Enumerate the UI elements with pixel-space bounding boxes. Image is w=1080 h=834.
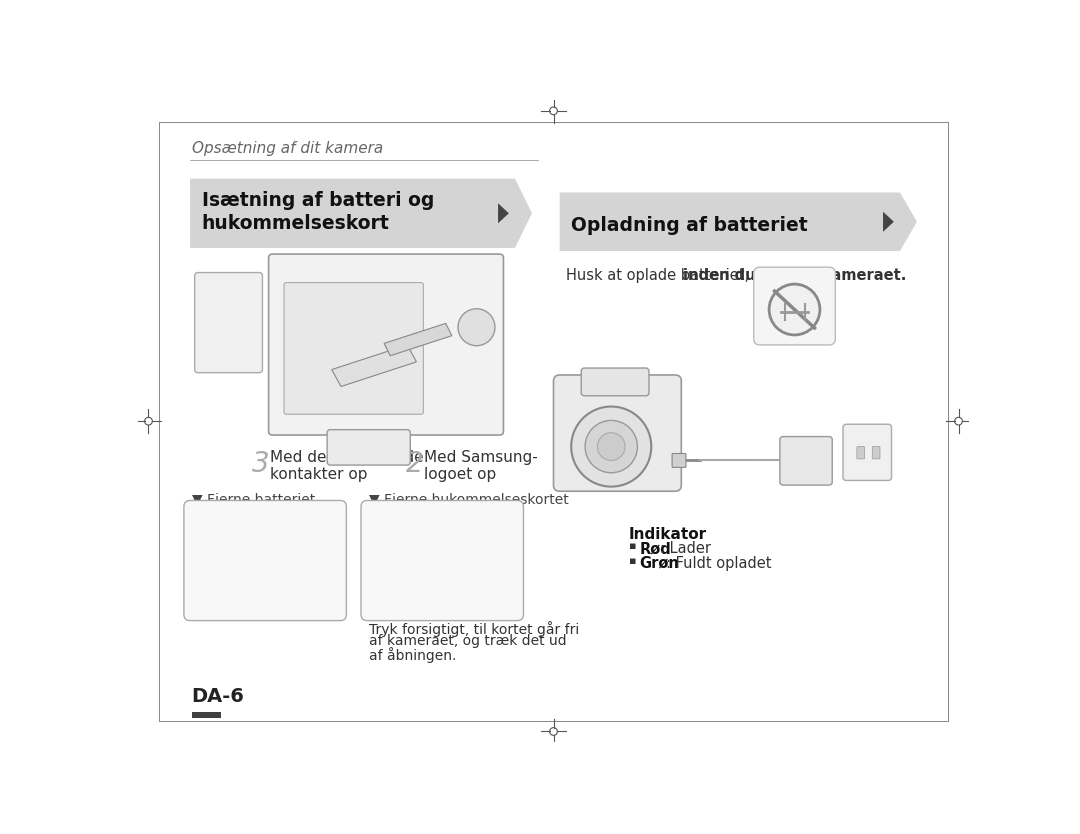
Circle shape [571, 406, 651, 486]
Bar [191, 712, 220, 717]
Text: : Lader: : Lader [660, 541, 711, 556]
FancyBboxPatch shape [780, 436, 833, 485]
Polygon shape [332, 345, 417, 386]
Text: ▼ Fjerne batteriet: ▼ Fjerne batteriet [191, 493, 315, 507]
Text: inden du bruger kameraet.: inden du bruger kameraet. [683, 268, 906, 283]
Polygon shape [559, 193, 917, 251]
Text: ▼ Fjerne hukommelseskortet: ▼ Fjerne hukommelseskortet [368, 493, 568, 507]
Text: Husk at oplade batteriet,: Husk at oplade batteriet, [566, 268, 754, 283]
Text: DA-6: DA-6 [191, 687, 244, 706]
Polygon shape [384, 324, 451, 356]
Text: Med de guldfarvede: Med de guldfarvede [270, 450, 423, 465]
Text: ▪: ▪ [629, 541, 636, 551]
FancyBboxPatch shape [873, 446, 880, 459]
Text: af åbningen.: af åbningen. [368, 647, 456, 663]
FancyBboxPatch shape [269, 254, 503, 435]
FancyBboxPatch shape [843, 425, 891, 480]
Text: kontakter op: kontakter op [270, 466, 367, 481]
Text: 1: 1 [220, 274, 242, 306]
Text: Indikator: Indikator [629, 527, 707, 542]
FancyBboxPatch shape [327, 430, 410, 465]
Circle shape [769, 284, 820, 335]
Text: Med Samsung-: Med Samsung- [424, 450, 538, 465]
Text: logoet op: logoet op [424, 466, 497, 481]
FancyBboxPatch shape [672, 454, 686, 467]
Text: Opsætning af dit kamera: Opsætning af dit kamera [191, 140, 382, 155]
FancyBboxPatch shape [184, 500, 347, 620]
Text: ▪: ▪ [629, 556, 636, 566]
FancyBboxPatch shape [284, 283, 423, 414]
FancyBboxPatch shape [361, 500, 524, 620]
FancyBboxPatch shape [856, 446, 865, 459]
Text: 3: 3 [252, 450, 269, 479]
Text: hukommelseskort: hukommelseskort [202, 214, 390, 233]
Polygon shape [498, 203, 509, 224]
Text: Rød: Rød [639, 541, 672, 556]
Text: af kameraet, og træk det ud: af kameraet, og træk det ud [368, 634, 566, 648]
Text: Isætning af batteri og: Isætning af batteri og [202, 191, 434, 210]
FancyBboxPatch shape [194, 273, 262, 373]
Text: Tryk forsigtigt, til kortet går fri: Tryk forsigtigt, til kortet går fri [368, 620, 579, 636]
Text: Grøn: Grøn [639, 556, 679, 571]
FancyBboxPatch shape [754, 267, 835, 345]
Text: : Fuldt opladet: : Fuldt opladet [666, 556, 771, 571]
FancyBboxPatch shape [554, 375, 681, 491]
Circle shape [597, 433, 625, 460]
FancyBboxPatch shape [581, 368, 649, 396]
Circle shape [458, 309, 495, 346]
Polygon shape [190, 178, 532, 248]
Text: Opladning af batteriet: Opladning af batteriet [571, 215, 808, 234]
Polygon shape [883, 212, 894, 232]
Text: 2: 2 [406, 450, 423, 479]
Circle shape [585, 420, 637, 473]
Text: 4: 4 [278, 396, 299, 430]
